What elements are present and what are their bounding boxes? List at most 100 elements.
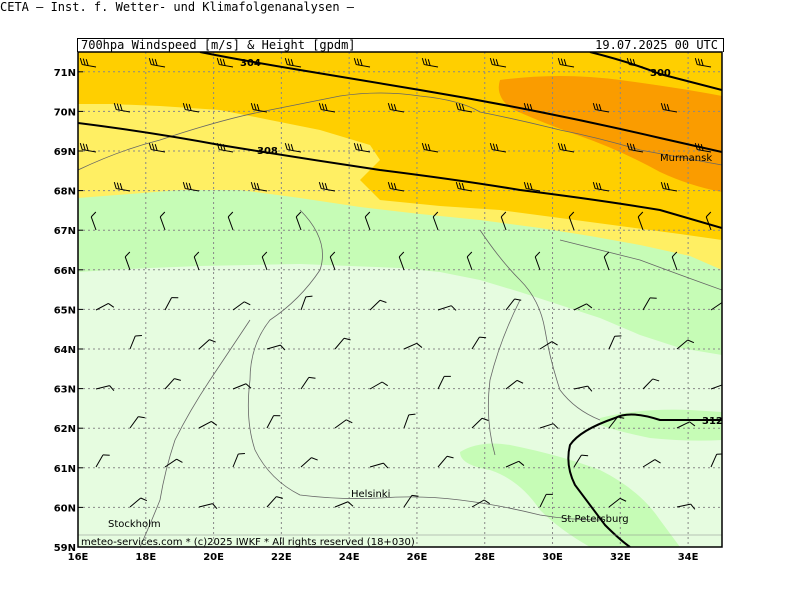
wind-barb bbox=[250, 181, 268, 192]
wind-barb bbox=[364, 211, 371, 231]
wind-barb bbox=[284, 57, 302, 68]
wind-barb bbox=[79, 57, 97, 68]
wind-barb bbox=[523, 181, 541, 192]
wind-barb bbox=[471, 336, 487, 350]
wind-barb bbox=[500, 211, 507, 231]
wind-barb bbox=[266, 415, 281, 429]
wind-barb bbox=[284, 142, 302, 153]
wind-barb bbox=[694, 57, 712, 68]
wind-barb bbox=[113, 181, 131, 192]
wind-barb bbox=[295, 211, 302, 231]
wind-barb bbox=[318, 102, 336, 113]
wind-barb bbox=[676, 421, 696, 429]
wind-barb bbox=[573, 454, 589, 468]
lat-tick-label: 71N bbox=[54, 68, 76, 79]
wind-barb bbox=[671, 251, 678, 271]
subtitle-frame bbox=[77, 38, 724, 52]
wind-barb bbox=[227, 211, 234, 231]
lat-tick-label: 61N bbox=[54, 464, 76, 475]
wind-barb bbox=[539, 341, 558, 350]
wind-barb bbox=[216, 57, 234, 68]
wind-barb bbox=[300, 457, 318, 468]
wind-barb bbox=[471, 499, 490, 508]
wind-barb bbox=[334, 419, 353, 429]
wind-barb bbox=[694, 142, 712, 153]
lat-tick-label: 60N bbox=[54, 503, 76, 514]
lon-tick-label: 30E bbox=[542, 552, 563, 563]
place-label: Helsinki bbox=[351, 489, 390, 500]
place-label: St.Petersburg bbox=[561, 514, 629, 525]
wind-barb bbox=[437, 375, 451, 390]
wind-barb bbox=[129, 334, 142, 350]
wind-barb bbox=[159, 211, 166, 231]
lon-tick-label: 18E bbox=[135, 552, 156, 563]
wind-barb bbox=[369, 299, 387, 311]
wind-barb bbox=[539, 423, 559, 429]
wind-barb bbox=[232, 383, 252, 390]
wind-barb bbox=[79, 142, 97, 153]
lon-tick-label: 24E bbox=[339, 552, 360, 563]
wind-barb bbox=[608, 416, 625, 429]
lat-tick-label: 62N bbox=[54, 424, 76, 435]
map-frame bbox=[77, 51, 723, 548]
wind-barb bbox=[193, 251, 200, 271]
place-label: Murmansk bbox=[660, 153, 712, 164]
wind-barb bbox=[129, 416, 145, 429]
band-orange bbox=[498, 76, 722, 192]
wind-barb bbox=[642, 378, 660, 390]
lat-tick-label: 65N bbox=[54, 305, 76, 316]
contour-label: 312 bbox=[702, 416, 723, 427]
wind-barb bbox=[455, 181, 473, 192]
lat-tick-label: 68N bbox=[54, 187, 76, 198]
wind-barb bbox=[568, 211, 575, 231]
wind-barb bbox=[369, 381, 388, 390]
wind-barb bbox=[148, 142, 166, 153]
chart-title: CETA – Inst. f. Wetter- und Klimafolgena… bbox=[0, 0, 355, 14]
wind-barb bbox=[182, 102, 200, 113]
wind-barb bbox=[676, 339, 695, 350]
wind-barb bbox=[334, 501, 354, 508]
wind-barb bbox=[261, 251, 268, 271]
wind-barb bbox=[353, 142, 371, 153]
wind-barb bbox=[592, 181, 610, 192]
chart-subtitle: 700hpa_Windspeed [m/s] & Height [gpdm] bbox=[81, 38, 356, 52]
lon-tick-label: 20E bbox=[203, 552, 224, 563]
wind-barb bbox=[164, 458, 183, 468]
wind-barb bbox=[489, 142, 507, 153]
contour-304 bbox=[199, 52, 722, 153]
wind-barb bbox=[90, 211, 97, 231]
wind-barb bbox=[95, 302, 115, 311]
wind-barb bbox=[334, 337, 351, 350]
wind-barb bbox=[232, 301, 251, 311]
contour-label: 304 bbox=[240, 58, 261, 69]
wind-barb bbox=[403, 494, 419, 508]
wind-barb bbox=[398, 251, 405, 271]
band-light-green-south bbox=[460, 443, 680, 547]
lat-tick-label: 64N bbox=[54, 345, 76, 356]
wind-barb bbox=[232, 452, 245, 468]
contour-308 bbox=[78, 122, 722, 229]
wind-barb bbox=[266, 496, 283, 508]
lon-tick-label: 22E bbox=[271, 552, 292, 563]
wind-barb bbox=[637, 211, 644, 231]
wind-barb bbox=[403, 413, 416, 429]
wind-barb bbox=[164, 378, 181, 390]
wind-barb bbox=[318, 181, 336, 192]
wind-barb bbox=[421, 142, 439, 153]
lat-tick-label: 59N bbox=[54, 543, 76, 554]
wind-barb bbox=[705, 211, 712, 231]
wind-barb bbox=[124, 251, 131, 271]
wind-barb bbox=[437, 455, 454, 468]
lon-tick-label: 16E bbox=[68, 552, 89, 563]
wind-barb bbox=[642, 459, 661, 468]
lon-tick-label: 34E bbox=[678, 552, 699, 563]
wind-barb bbox=[608, 335, 622, 350]
wind-barb bbox=[437, 305, 457, 311]
wind-barb bbox=[660, 102, 678, 113]
place-label: Stockholm bbox=[108, 519, 161, 530]
contour-label: 300 bbox=[650, 68, 671, 79]
wind-barb bbox=[660, 181, 678, 192]
wind-barb bbox=[573, 303, 593, 311]
wind-barbs bbox=[79, 57, 722, 510]
